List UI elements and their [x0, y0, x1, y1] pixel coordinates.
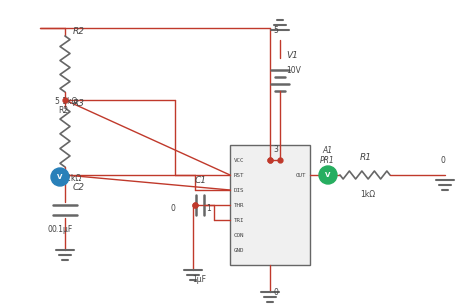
Text: PR1: PR1 — [320, 156, 335, 165]
Text: 0: 0 — [441, 156, 446, 165]
Text: DIS: DIS — [234, 188, 245, 192]
Text: 10V: 10V — [286, 66, 301, 75]
Text: 5: 5 — [273, 26, 278, 35]
Text: R2: R2 — [58, 106, 68, 115]
Text: GND: GND — [234, 248, 245, 252]
Text: 1: 1 — [206, 204, 211, 213]
Circle shape — [51, 168, 69, 186]
Text: A1: A1 — [322, 146, 332, 155]
Text: R1: R1 — [360, 153, 372, 162]
Circle shape — [319, 166, 337, 184]
Text: TRI: TRI — [234, 218, 245, 222]
Text: C2: C2 — [73, 183, 85, 192]
Text: R2: R2 — [73, 27, 85, 36]
Text: RST: RST — [234, 173, 245, 177]
Text: R3: R3 — [73, 99, 85, 108]
Bar — [230, 145, 310, 265]
Text: 0: 0 — [171, 204, 176, 213]
Text: 3: 3 — [273, 145, 278, 154]
Text: 0: 0 — [274, 288, 279, 297]
Text: 0: 0 — [47, 225, 52, 234]
Text: 0.1μF: 0.1μF — [51, 225, 72, 234]
Text: THR: THR — [234, 203, 245, 207]
Text: V1: V1 — [286, 51, 298, 60]
Text: V: V — [325, 172, 331, 178]
Text: VCC: VCC — [234, 158, 245, 162]
Text: V: V — [57, 174, 63, 180]
Text: CON: CON — [234, 233, 245, 237]
Text: 1μF: 1μF — [192, 275, 206, 284]
Text: 1kΩ: 1kΩ — [360, 190, 375, 199]
Text: 5 1kΩ: 5 1kΩ — [55, 97, 77, 106]
Text: OUT: OUT — [295, 173, 306, 177]
Text: 2.2kΩ: 2.2kΩ — [60, 174, 82, 183]
Text: C1: C1 — [195, 176, 207, 185]
